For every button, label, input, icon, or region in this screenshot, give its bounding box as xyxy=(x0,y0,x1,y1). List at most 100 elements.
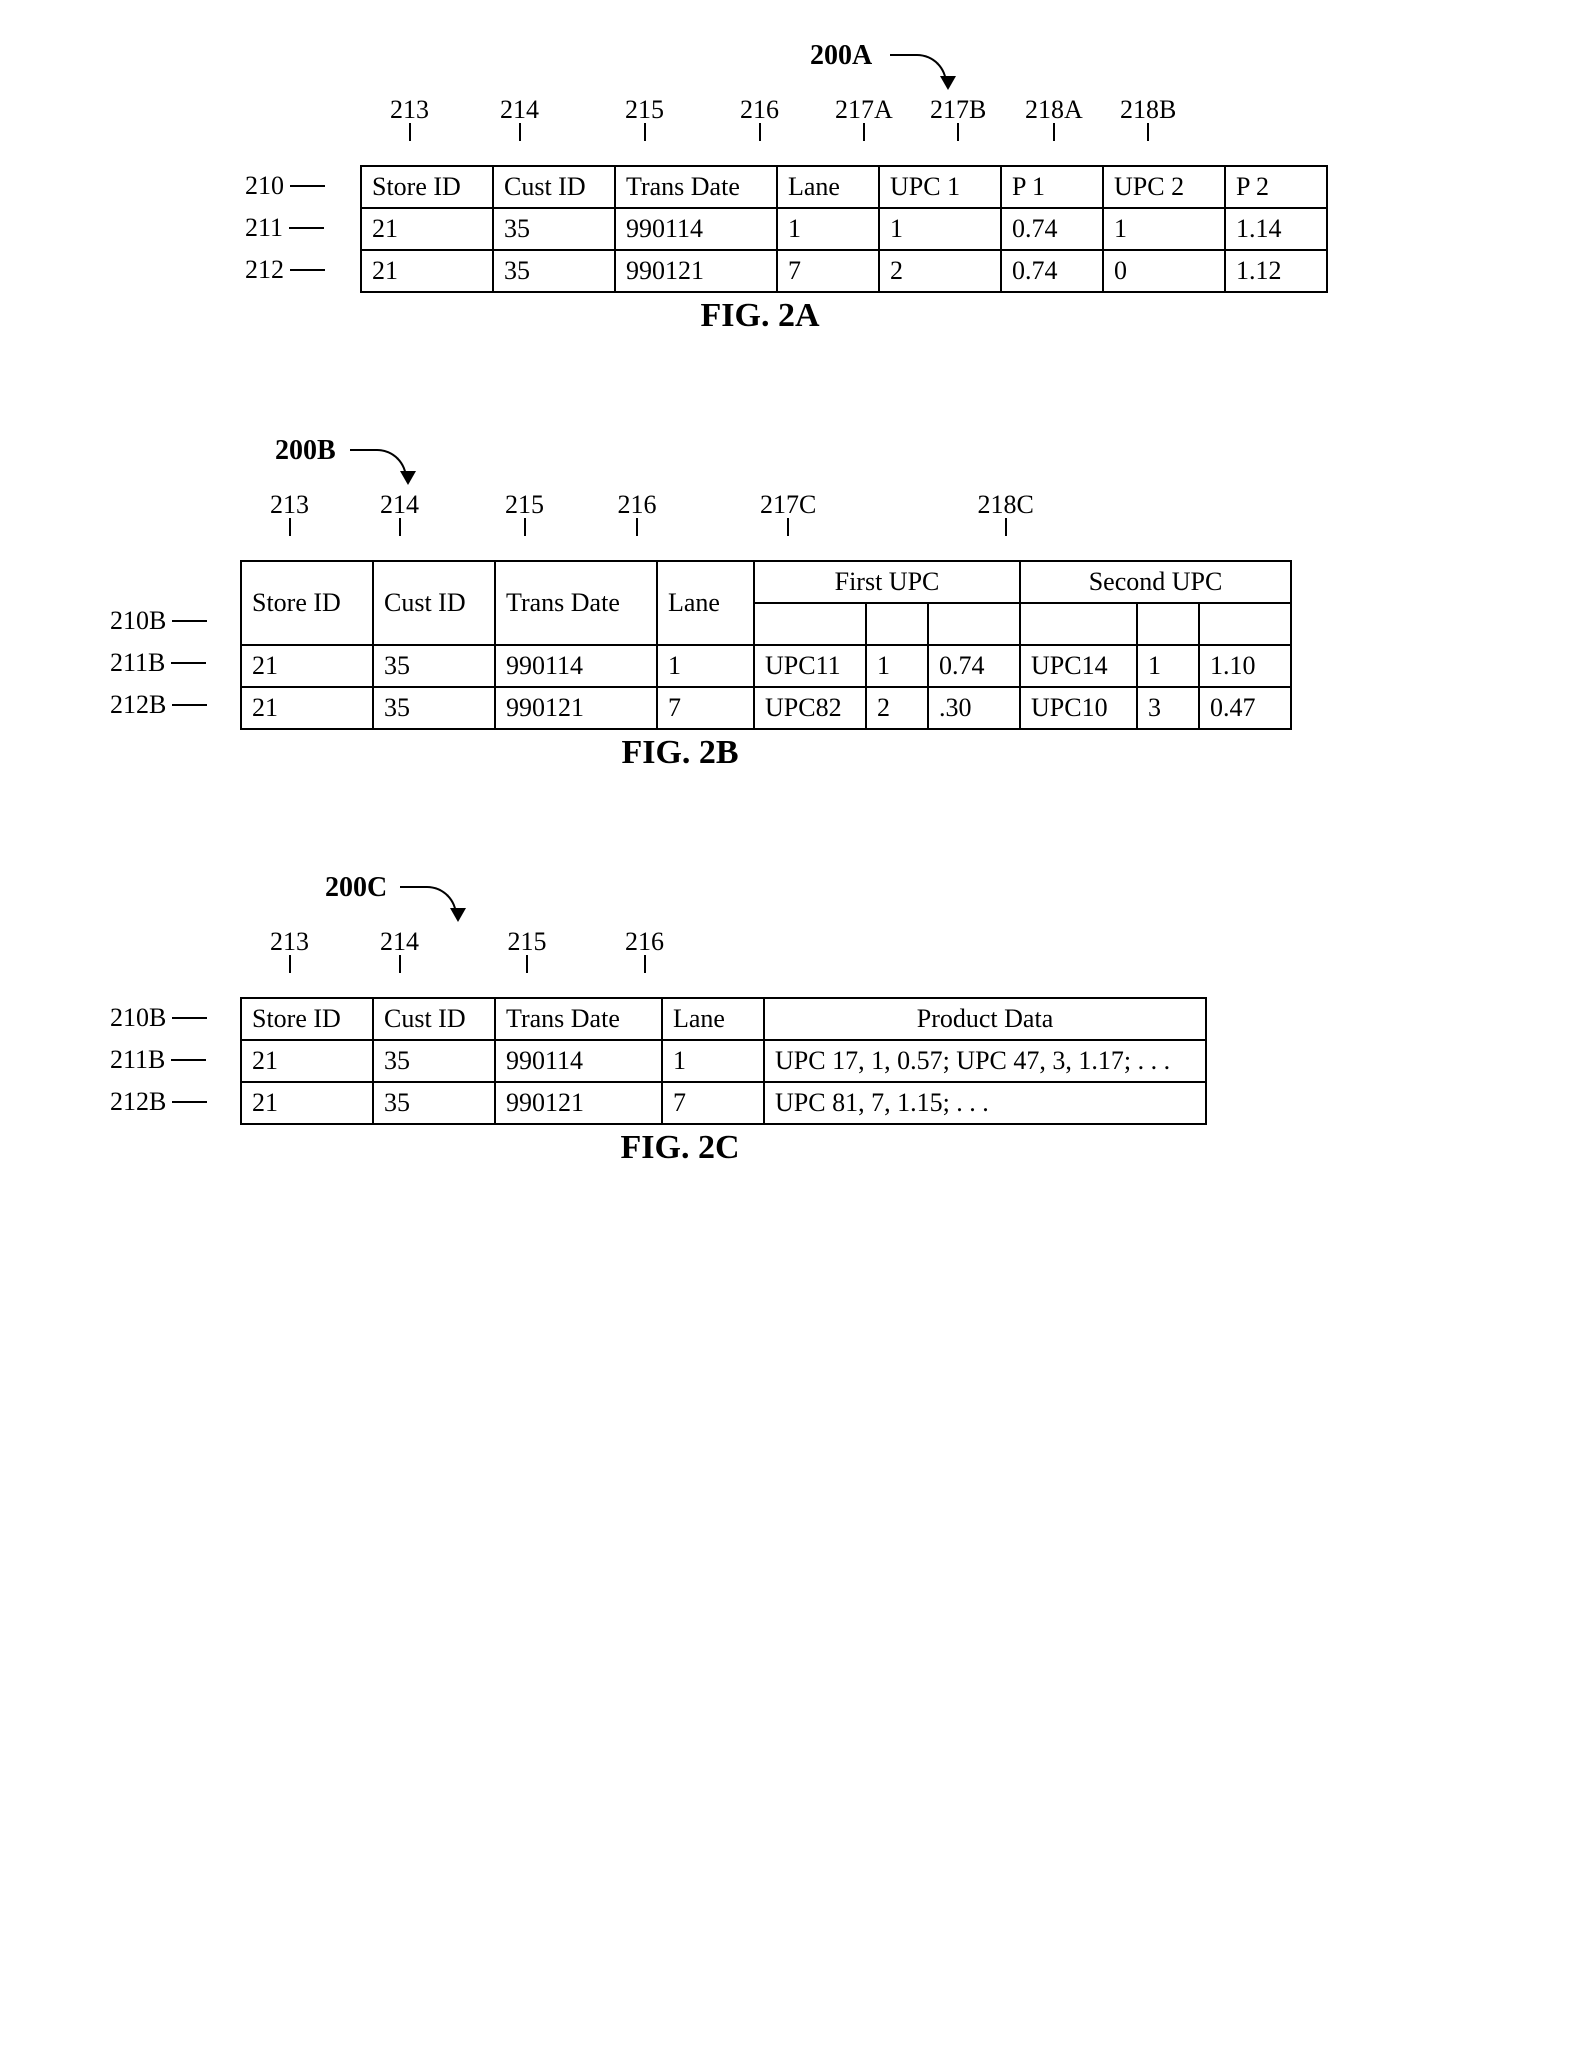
fig-c-container: 200C 213214215216 210B211B212B Store IDC… xyxy=(100,872,1555,1167)
table-cell: 35 xyxy=(373,687,495,729)
col-ref: 215 xyxy=(505,490,544,536)
row-ref: 210B xyxy=(110,997,207,1039)
table-cell: 0.74 xyxy=(1001,250,1103,292)
table-cell: 1 xyxy=(1137,645,1199,687)
fig-a-row-refs: 210211212 xyxy=(245,165,325,291)
table-cell: 990121 xyxy=(495,687,657,729)
table-cell: 1.12 xyxy=(1225,250,1327,292)
table-cell: UPC10 xyxy=(1020,687,1137,729)
col-subheader xyxy=(928,603,1020,645)
figure-2c: 200C 213214215216 210B211B212B Store IDC… xyxy=(40,872,1555,1167)
fig-b-caption: FIG. 2B xyxy=(240,734,1120,772)
fig-a-caption: FIG. 2A xyxy=(360,297,1160,335)
table-cell: 1.14 xyxy=(1225,208,1327,250)
table-cell: 7 xyxy=(777,250,879,292)
col-ref: 214 xyxy=(380,490,419,536)
col-header: Trans Date xyxy=(495,998,662,1040)
col-ref: 213 xyxy=(390,95,429,141)
row-ref: 211B xyxy=(110,642,207,684)
table-cell: 990114 xyxy=(495,1040,662,1082)
fig-c-row-refs: 210B211B212B xyxy=(110,997,207,1123)
fig-b-container: 200B 213214215216217C218C 210B211B212B S… xyxy=(100,435,1555,772)
fig-a-id-label: 200A xyxy=(810,40,872,72)
fig-c-table: Store IDCust IDTrans DateLaneProduct Dat… xyxy=(240,997,1207,1125)
row-ref: 210 xyxy=(245,165,325,207)
col-ref: 215 xyxy=(625,95,664,141)
group-header: First UPC xyxy=(754,561,1020,603)
table-cell: 7 xyxy=(657,687,754,729)
table-row: 21359901217UPC 81, 7, 1.15; . . . xyxy=(241,1082,1206,1124)
figure-2a: 200A 213214215216217A217B218A218B 210211… xyxy=(40,40,1555,335)
table-cell: 7 xyxy=(662,1082,764,1124)
fig-a-col-refs: 213214215216217A217B218A218B xyxy=(360,95,1555,165)
col-subheader xyxy=(866,603,928,645)
row-ref: 212 xyxy=(245,249,325,291)
table-cell: 35 xyxy=(373,1040,495,1082)
fig-c-id-label: 200C xyxy=(325,872,387,904)
table-cell: 1 xyxy=(879,208,1001,250)
fig-b-row-refs: 210B211B212B xyxy=(110,600,207,726)
table-cell: 990121 xyxy=(615,250,777,292)
table-cell: 0.74 xyxy=(1001,208,1103,250)
col-ref: 218C xyxy=(978,490,1034,536)
col-ref: 217B xyxy=(930,95,986,141)
col-ref: 217A xyxy=(835,95,893,141)
table-cell: 1.10 xyxy=(1199,645,1291,687)
row-ref: 211B xyxy=(110,1039,207,1081)
table-cell: 35 xyxy=(373,1082,495,1124)
table-cell: 21 xyxy=(241,1040,373,1082)
table-cell: UPC 17, 1, 0.57; UPC 47, 3, 1.17; . . . xyxy=(764,1040,1206,1082)
col-header: Trans Date xyxy=(615,166,777,208)
table-cell: 1 xyxy=(657,645,754,687)
col-subheader xyxy=(1137,603,1199,645)
col-ref: 216 xyxy=(618,490,657,536)
col-header: Lane xyxy=(657,561,754,645)
group-header: Second UPC xyxy=(1020,561,1291,603)
fig-b-id-label: 200B xyxy=(275,435,336,467)
col-ref: 213 xyxy=(270,490,309,536)
table-cell: 35 xyxy=(373,645,495,687)
col-ref: 214 xyxy=(380,927,419,973)
col-header: Cust ID xyxy=(373,998,495,1040)
col-ref: 218A xyxy=(1025,95,1083,141)
table-cell: UPC11 xyxy=(754,645,866,687)
table-header-row: Store IDCust IDTrans DateLaneFirst UPCSe… xyxy=(241,561,1291,603)
table-cell: 21 xyxy=(241,1082,373,1124)
table-header-row: Store IDCust IDTrans DateLaneProduct Dat… xyxy=(241,998,1206,1040)
table-cell: 21 xyxy=(241,645,373,687)
table-cell: 990114 xyxy=(615,208,777,250)
col-ref: 213 xyxy=(270,927,309,973)
col-header: Lane xyxy=(662,998,764,1040)
col-header: Trans Date xyxy=(495,561,657,645)
table-cell: 1 xyxy=(1103,208,1225,250)
col-header: Store ID xyxy=(241,998,373,1040)
col-header: Cust ID xyxy=(373,561,495,645)
table-cell: 1 xyxy=(777,208,879,250)
table-cell: 0.47 xyxy=(1199,687,1291,729)
col-header: P 2 xyxy=(1225,166,1327,208)
table-cell: UPC14 xyxy=(1020,645,1137,687)
figure-2b: 200B 213214215216217C218C 210B211B212B S… xyxy=(40,435,1555,772)
table-cell: 21 xyxy=(361,208,493,250)
table-cell: 0.74 xyxy=(928,645,1020,687)
row-ref: 212B xyxy=(110,684,207,726)
table-cell: 2 xyxy=(879,250,1001,292)
table-row: 2135990121720.7401.12 xyxy=(361,250,1327,292)
col-header: UPC 2 xyxy=(1103,166,1225,208)
table-cell: 990114 xyxy=(495,645,657,687)
col-ref: 218B xyxy=(1120,95,1176,141)
col-header: Cust ID xyxy=(493,166,615,208)
table-cell: UPC82 xyxy=(754,687,866,729)
fig-a-container: 200A 213214215216217A217B218A218B 210211… xyxy=(220,40,1555,335)
table-cell: 0 xyxy=(1103,250,1225,292)
col-header: Store ID xyxy=(361,166,493,208)
fig-c-caption: FIG. 2C xyxy=(240,1129,1120,1167)
fig-b-col-refs: 213214215216217C218C xyxy=(240,490,1555,560)
table-cell: UPC 81, 7, 1.15; . . . xyxy=(764,1082,1206,1124)
col-subheader xyxy=(1199,603,1291,645)
col-ref: 214 xyxy=(500,95,539,141)
col-header: Store ID xyxy=(241,561,373,645)
table-cell: 2 xyxy=(866,687,928,729)
fig-a-table: Store IDCust IDTrans DateLaneUPC 1P 1UPC… xyxy=(360,165,1328,293)
table-cell: 35 xyxy=(493,250,615,292)
